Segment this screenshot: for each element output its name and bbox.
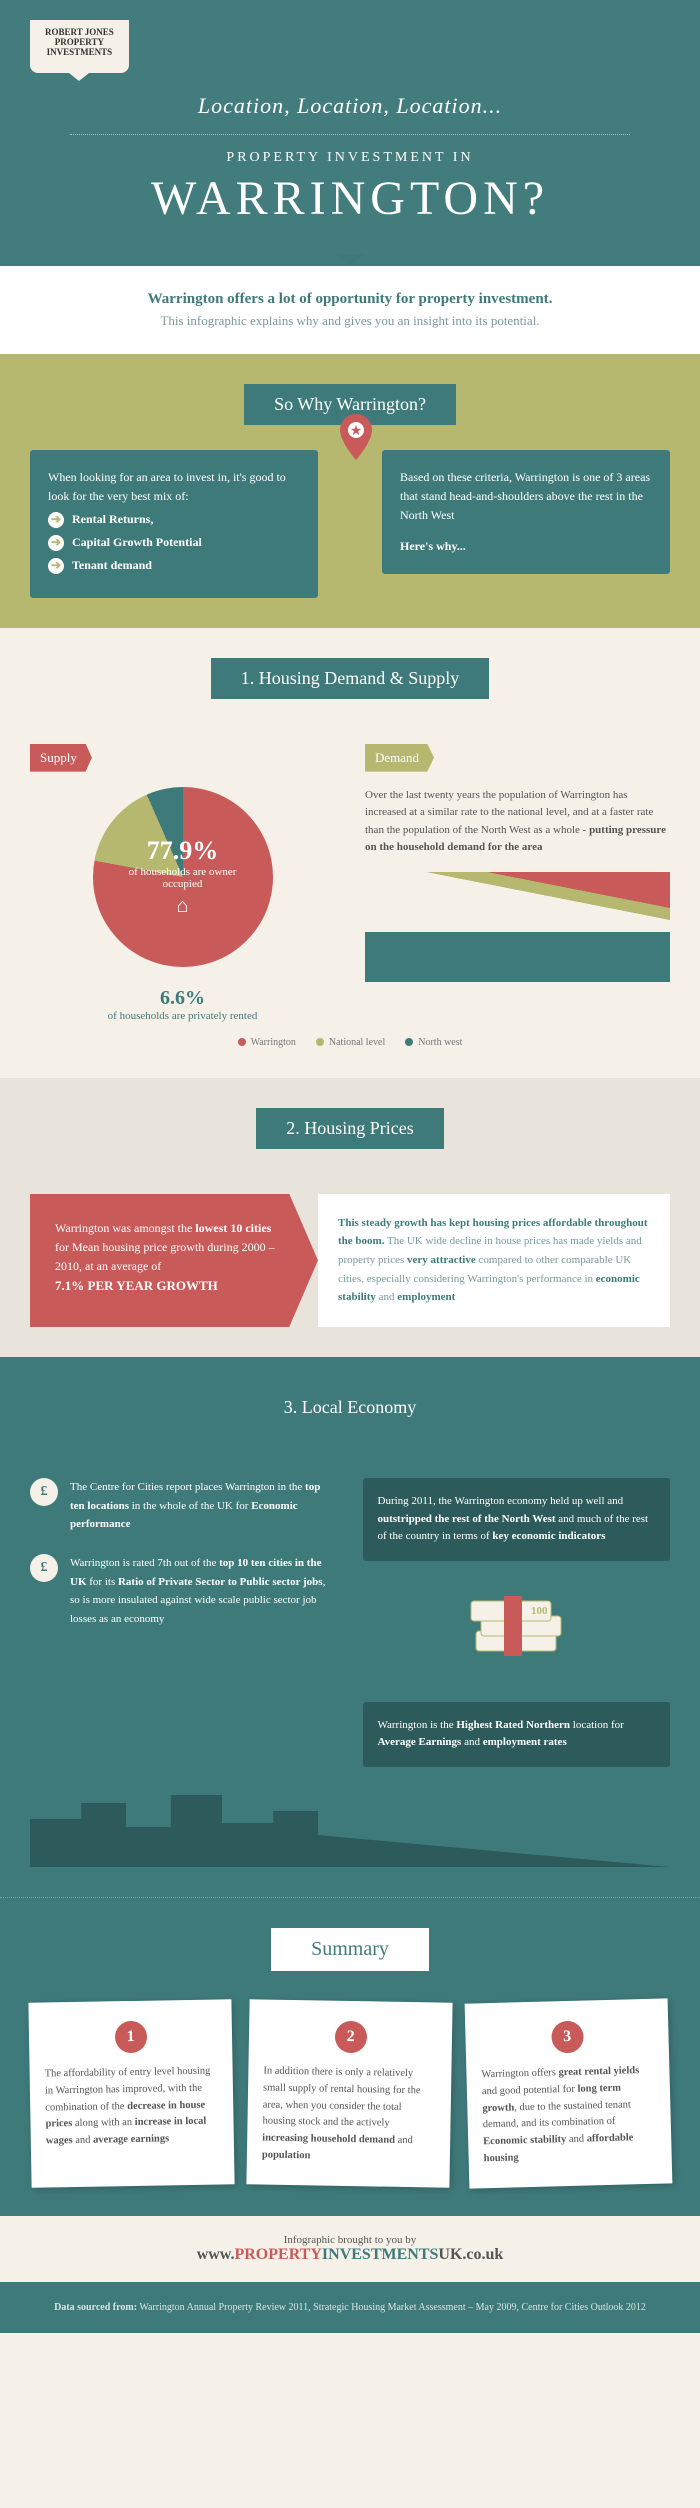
- legend-item: National level: [316, 1037, 385, 1048]
- bullet-tenant: ➔ Tenant demand: [48, 556, 300, 575]
- subtitle: PROPERTY INVESTMENT IN: [30, 150, 670, 166]
- legend-item: Warrington: [238, 1037, 296, 1048]
- legend-label: National level: [329, 1037, 385, 1048]
- econ-text: The Centre for Cities report places Warr…: [70, 1478, 338, 1534]
- price-arrow-text: Warrington was amongst the lowest 10 cit…: [55, 1221, 275, 1273]
- summary-ribbon: Summary: [271, 1928, 429, 1971]
- econ-box: Warrington is the Highest Rated Northern…: [363, 1702, 671, 1767]
- demand-body: Over the last twenty years the populatio…: [365, 787, 670, 857]
- map-pin-icon: ★: [336, 414, 376, 469]
- summary-ribbon-wrap: Summary: [30, 1928, 670, 1971]
- legend: Warrington National level North west: [30, 1037, 670, 1048]
- why-left-text: When looking for an area to invest in, i…: [48, 468, 300, 506]
- big-title: WARRINGTON?: [30, 171, 670, 226]
- summary-card: 3 Warrington offers great rental yields …: [464, 1998, 672, 2188]
- brand: www.PROPERTYINVESTMENTSUK.co.uk: [18, 2246, 682, 2264]
- bullet-rental: ➔ Rental Returns,: [48, 510, 300, 529]
- rented-caption: 6.6% of households are privately rented: [30, 987, 335, 1022]
- brand-red: PROPERTY: [234, 2246, 321, 2263]
- bullet-label: Tenant demand: [72, 556, 152, 575]
- demand-area-chart: [365, 872, 670, 982]
- bullet-label: Capital Growth Potential: [72, 533, 202, 552]
- arrow-icon: ➔: [48, 558, 64, 574]
- intro-bar: Warrington offers a lot of opportunity f…: [0, 266, 700, 354]
- arrow-icon: ➔: [48, 512, 64, 528]
- svg-text:★: ★: [350, 424, 363, 439]
- card-number: 1: [114, 2021, 147, 2054]
- section-why: So Why Warrington? ★ When looking for an…: [0, 354, 700, 628]
- why-cta: Here's why...: [400, 537, 652, 556]
- header: ROBERT JONES PROPERTY INVESTMENTS Locati…: [0, 0, 700, 266]
- house-icon: ⌂: [128, 895, 238, 918]
- brand-dark: UK: [438, 2246, 462, 2263]
- brand-teal: INVESTMENTS: [322, 2246, 438, 2263]
- logo-line3: INVESTMENTS: [45, 48, 114, 58]
- pound-icon: £: [30, 1478, 58, 1506]
- card-number: 3: [550, 2021, 583, 2054]
- demand-tag: Demand: [365, 744, 434, 772]
- card-text: Warrington offers great rental yields an…: [481, 2063, 657, 2168]
- section-economy: 3. Local Economy £ The Centre for Cities…: [0, 1357, 700, 1897]
- card-number: 2: [335, 2021, 368, 2054]
- legend-dot: [405, 1038, 413, 1046]
- divider: [70, 134, 630, 135]
- section-demand: 1. Housing Demand & Supply Supply 77.9% …: [0, 628, 700, 1078]
- money-stack-icon: 100: [363, 1581, 671, 1682]
- card-text: In addition there is only a relatively s…: [262, 2064, 437, 2168]
- brand-prefix: www.: [197, 2246, 235, 2263]
- econ-text: Warrington is rated 7th out of the top 1…: [70, 1554, 338, 1629]
- legend-dot: [316, 1038, 324, 1046]
- econ-item: £ The Centre for Cities report places Wa…: [30, 1478, 338, 1534]
- summary-card: 2 In addition there is only a relatively…: [247, 1999, 454, 2187]
- svg-text:100: 100: [531, 1605, 548, 1617]
- price-body: This steady growth has kept housing pric…: [318, 1194, 670, 1327]
- intro-title: Warrington offers a lot of opportunity f…: [30, 291, 670, 308]
- legend-label: North west: [418, 1037, 462, 1048]
- pie-chart: 77.9% of households are owner occupied ⌂…: [30, 787, 335, 1022]
- econ-item: £ Warrington is rated 7th out of the top…: [30, 1554, 338, 1629]
- econ-box: During 2011, the Warrington economy held…: [363, 1478, 671, 1561]
- arrow-icon: ➔: [48, 535, 64, 551]
- rented-label: of households are privately rented: [108, 1010, 258, 1022]
- owner-label: of households are owner occupied: [129, 866, 237, 890]
- logo-badge: ROBERT JONES PROPERTY INVESTMENTS: [30, 20, 129, 73]
- supply-tag: Supply: [30, 744, 92, 772]
- why-right-text: Based on these criteria, Warrington is o…: [400, 468, 652, 526]
- pound-icon: £: [30, 1554, 58, 1582]
- price-arrow: Warrington was amongst the lowest 10 cit…: [30, 1194, 318, 1327]
- demand-ribbon: 1. Housing Demand & Supply: [211, 658, 490, 699]
- why-left-box: When looking for an area to invest in, i…: [30, 450, 318, 598]
- card-text: The affordability of entry level housing…: [45, 2064, 220, 2151]
- legend-dot: [238, 1038, 246, 1046]
- footer-source: Data sourced from: Warrington Annual Pro…: [0, 2282, 700, 2333]
- price-growth: 7.1% PER YEAR GROWTH: [55, 1278, 218, 1293]
- bullet-label: Rental Returns,: [72, 510, 153, 529]
- footer-credit: Infographic brought to you by www.PROPER…: [0, 2216, 700, 2282]
- section-prices: 2. Housing Prices Warrington was amongst…: [0, 1078, 700, 1357]
- why-right-box: Based on these criteria, Warrington is o…: [382, 450, 670, 575]
- prices-ribbon: 2. Housing Prices: [256, 1108, 444, 1149]
- summary-card: 1 The affordability of entry level housi…: [28, 1999, 235, 2187]
- brand-suffix: .co.uk: [462, 2246, 503, 2263]
- section-summary: Summary 1 The affordability of entry lev…: [0, 1897, 700, 2216]
- economy-ribbon: 3. Local Economy: [254, 1387, 446, 1428]
- legend-label: Warrington: [251, 1037, 296, 1048]
- skyline-icon: [30, 1787, 670, 1867]
- owner-pct: 77.9%: [128, 836, 238, 866]
- bullet-growth: ➔ Capital Growth Potential: [48, 533, 300, 552]
- rented-pct: 6.6%: [30, 987, 335, 1010]
- intro-text: This infographic explains why and gives …: [30, 313, 670, 329]
- slogan: Location, Location, Location...: [30, 93, 670, 119]
- credit-label: Infographic brought to you by: [18, 2234, 682, 2246]
- legend-item: North west: [405, 1037, 462, 1048]
